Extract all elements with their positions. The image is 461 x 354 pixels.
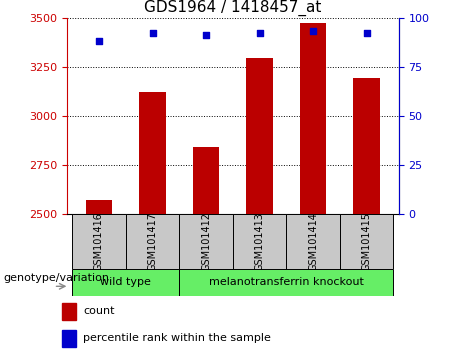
- Point: [149, 30, 156, 36]
- Text: melanotransferrin knockout: melanotransferrin knockout: [209, 277, 364, 287]
- Bar: [62, 330, 77, 347]
- Bar: [286, 214, 340, 269]
- Bar: [233, 214, 286, 269]
- Text: wild type: wild type: [100, 277, 151, 287]
- Point: [309, 29, 317, 34]
- Bar: [193, 147, 219, 214]
- Point: [202, 33, 210, 38]
- Text: GSM101417: GSM101417: [148, 212, 158, 271]
- Bar: [300, 23, 326, 214]
- Text: GSM101413: GSM101413: [254, 212, 265, 271]
- Title: GDS1964 / 1418457_at: GDS1964 / 1418457_at: [144, 0, 321, 16]
- Point: [95, 39, 103, 44]
- Bar: [340, 214, 393, 269]
- Bar: [353, 78, 380, 214]
- Bar: [179, 269, 393, 296]
- Bar: [86, 200, 112, 214]
- Point: [256, 30, 263, 36]
- Bar: [126, 214, 179, 269]
- Text: count: count: [83, 306, 115, 316]
- Text: GSM101412: GSM101412: [201, 212, 211, 271]
- Bar: [139, 92, 166, 214]
- Bar: [246, 58, 273, 214]
- Text: GSM101416: GSM101416: [94, 212, 104, 271]
- Bar: [179, 214, 233, 269]
- Text: GSM101414: GSM101414: [308, 212, 318, 271]
- Point: [363, 30, 370, 36]
- Bar: [72, 214, 126, 269]
- Bar: [62, 303, 77, 320]
- Text: genotype/variation: genotype/variation: [4, 273, 110, 283]
- Text: percentile rank within the sample: percentile rank within the sample: [83, 333, 272, 343]
- Text: GSM101415: GSM101415: [361, 212, 372, 271]
- Bar: [72, 269, 179, 296]
